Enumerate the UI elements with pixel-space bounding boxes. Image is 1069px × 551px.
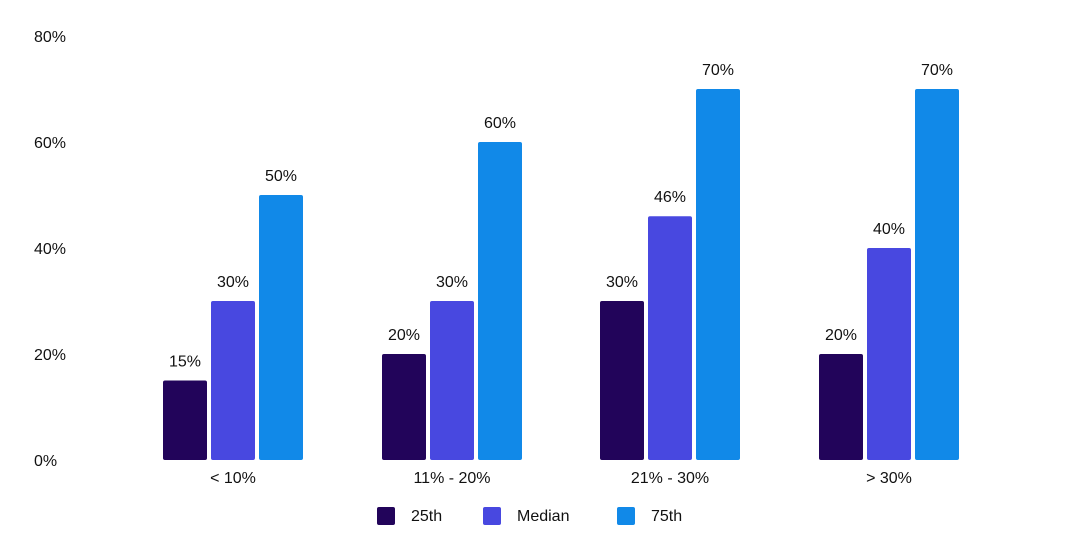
data-labels: 15% 30% 50% 20% 30% 60% 30% 46% 70% 20% 40% 70% bbox=[169, 62, 953, 371]
data-label-median-10: 30% bbox=[217, 274, 249, 291]
legend-swatch-median bbox=[483, 507, 501, 525]
y-tick-label-20: 20% bbox=[34, 347, 66, 364]
bars bbox=[163, 89, 959, 460]
legend: 25th Median 75th bbox=[377, 507, 682, 525]
bar-75th-30 bbox=[915, 89, 959, 460]
data-label-75th-11-20: 60% bbox=[484, 115, 516, 132]
legend-label-median: Median bbox=[517, 508, 569, 525]
bar-median-11-20 bbox=[430, 301, 474, 460]
bar-median-10 bbox=[211, 301, 255, 460]
bar-75th-21-30 bbox=[696, 89, 740, 460]
y-tick-label-0: 0% bbox=[34, 453, 57, 470]
bar-25th-11-20 bbox=[382, 354, 426, 460]
y-tick-label-40: 40% bbox=[34, 241, 66, 258]
legend-item-25th: 25th bbox=[377, 507, 442, 525]
data-label-25th-30: 20% bbox=[825, 327, 857, 344]
legend-swatch-75th bbox=[617, 507, 635, 525]
data-label-median-11-20: 30% bbox=[436, 274, 468, 291]
x-tick-label-10: < 10% bbox=[210, 470, 256, 487]
legend-item-75th: 75th bbox=[617, 507, 682, 525]
legend-swatch-25th bbox=[377, 507, 395, 525]
bar-median-21-30 bbox=[648, 216, 692, 460]
x-tick-label-11-20: 11% - 20% bbox=[413, 470, 490, 487]
bar-median-30 bbox=[867, 248, 911, 460]
data-label-25th-21-30: 30% bbox=[606, 274, 638, 291]
legend-label-75th: 75th bbox=[651, 508, 682, 525]
x-tick-label-21-30: 21% - 30% bbox=[631, 470, 709, 487]
data-label-25th-11-20: 20% bbox=[388, 327, 420, 344]
bar-75th-10 bbox=[259, 195, 303, 460]
data-label-median-30: 40% bbox=[873, 221, 905, 238]
x-axis: < 10% 11% - 20% 21% - 30% > 30% bbox=[210, 470, 912, 487]
data-label-median-21-30: 46% bbox=[654, 189, 686, 206]
data-label-25th-10: 15% bbox=[169, 354, 201, 371]
y-tick-label-60: 60% bbox=[34, 135, 66, 152]
bar-25th-21-30 bbox=[600, 301, 644, 460]
bar-25th-10 bbox=[163, 380, 207, 460]
bar-25th-30 bbox=[819, 354, 863, 460]
data-label-75th-10: 50% bbox=[265, 168, 297, 185]
y-axis: 0% 20% 40% 60% 80% bbox=[34, 29, 66, 470]
legend-item-median: Median bbox=[483, 507, 569, 525]
y-tick-label-80: 80% bbox=[34, 29, 66, 46]
bar-75th-11-20 bbox=[478, 142, 522, 460]
legend-label-25th: 25th bbox=[411, 508, 442, 525]
data-label-75th-30: 70% bbox=[921, 62, 953, 79]
x-tick-label-30: > 30% bbox=[866, 470, 912, 487]
data-label-75th-21-30: 70% bbox=[702, 62, 734, 79]
